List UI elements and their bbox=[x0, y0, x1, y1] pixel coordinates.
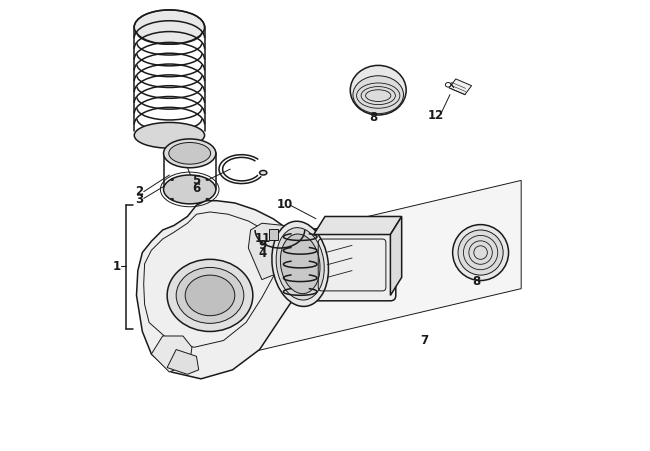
Text: 10: 10 bbox=[276, 198, 292, 211]
Ellipse shape bbox=[135, 10, 205, 44]
Polygon shape bbox=[151, 336, 192, 372]
Text: 7: 7 bbox=[420, 334, 428, 347]
Ellipse shape bbox=[280, 234, 320, 294]
Polygon shape bbox=[449, 79, 472, 95]
FancyBboxPatch shape bbox=[308, 229, 396, 301]
Text: 11: 11 bbox=[255, 232, 271, 244]
Ellipse shape bbox=[171, 198, 174, 200]
Polygon shape bbox=[314, 216, 402, 235]
Ellipse shape bbox=[276, 228, 324, 300]
Text: 3: 3 bbox=[135, 193, 143, 206]
Text: 8: 8 bbox=[370, 111, 378, 124]
Ellipse shape bbox=[176, 267, 244, 323]
Text: 1: 1 bbox=[112, 260, 121, 272]
Ellipse shape bbox=[164, 139, 216, 168]
Polygon shape bbox=[136, 201, 307, 379]
Text: 2: 2 bbox=[135, 185, 143, 198]
Polygon shape bbox=[391, 216, 402, 295]
Ellipse shape bbox=[206, 198, 209, 200]
Ellipse shape bbox=[169, 143, 211, 164]
Ellipse shape bbox=[135, 123, 205, 148]
Text: 4: 4 bbox=[259, 247, 267, 260]
Ellipse shape bbox=[272, 221, 328, 306]
Polygon shape bbox=[214, 180, 521, 361]
Polygon shape bbox=[167, 350, 199, 374]
Ellipse shape bbox=[206, 179, 209, 181]
Text: 5: 5 bbox=[192, 174, 201, 187]
Ellipse shape bbox=[167, 259, 253, 331]
Text: 6: 6 bbox=[192, 182, 201, 195]
Text: 12: 12 bbox=[427, 109, 443, 121]
Text: 9: 9 bbox=[259, 239, 267, 252]
Polygon shape bbox=[248, 223, 300, 280]
Ellipse shape bbox=[259, 170, 266, 175]
Ellipse shape bbox=[164, 175, 216, 204]
Ellipse shape bbox=[458, 230, 503, 275]
Text: 8: 8 bbox=[472, 276, 480, 288]
Ellipse shape bbox=[452, 225, 508, 281]
Ellipse shape bbox=[445, 83, 451, 87]
Ellipse shape bbox=[185, 275, 235, 316]
Bar bbox=[268, 229, 278, 240]
Ellipse shape bbox=[350, 65, 406, 115]
Ellipse shape bbox=[171, 179, 174, 181]
Ellipse shape bbox=[353, 76, 404, 114]
